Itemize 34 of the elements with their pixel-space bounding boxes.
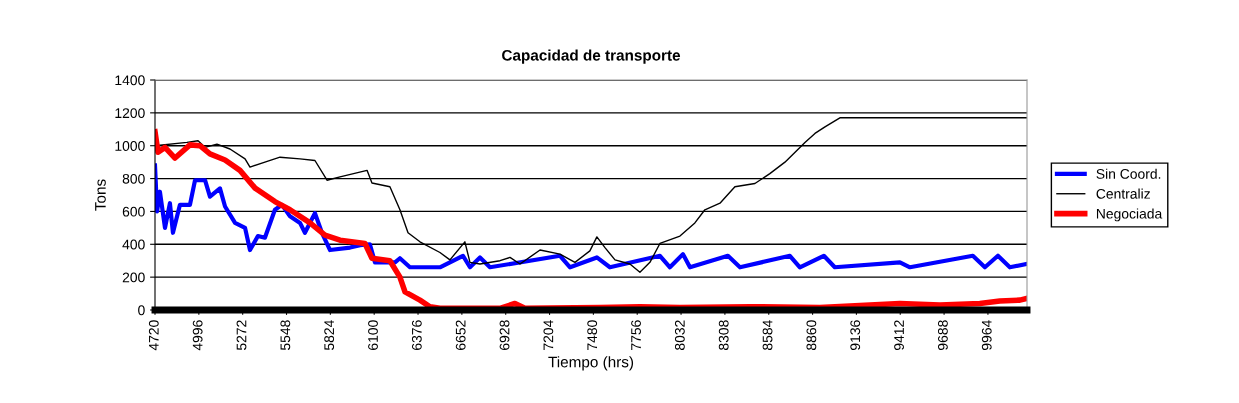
- y-tick-label: 1000: [115, 141, 145, 151]
- x-tick-label: 6100: [368, 320, 378, 350]
- y-tick-label: 600: [122, 206, 145, 217]
- x-tick-label: 8032: [674, 320, 685, 351]
- legend-label: Centraliz: [1096, 188, 1150, 199]
- x-tick-label: 8860: [806, 320, 817, 351]
- x-tick-label: 6652: [455, 320, 466, 350]
- x-tick-label: 5548: [280, 320, 291, 351]
- y-tick-label: 200: [122, 272, 145, 283]
- legend-label: Negociada: [1096, 208, 1163, 222]
- x-axis-title: Tiempo (hrs): [548, 356, 634, 371]
- x-tick-label: 6376: [411, 320, 422, 350]
- x-tick-label: 9688: [937, 320, 948, 350]
- x-tick-label: 7756: [631, 320, 641, 350]
- y-axis-title: Tons: [95, 179, 106, 211]
- x-tick-label: 6928: [499, 320, 510, 350]
- chart-title: Capacidad de transporte: [502, 49, 681, 64]
- x-tick-label: 4996: [192, 320, 203, 351]
- x-tick-label: 5272: [236, 320, 247, 351]
- x-tick-label: 8308: [718, 320, 729, 351]
- y-tick-label: 400: [122, 239, 145, 250]
- x-tick-label: 8584: [762, 320, 773, 351]
- x-tick-label: 9412: [894, 320, 904, 350]
- x-tick-label: 4720: [148, 320, 159, 351]
- y-tick-label: 1400: [115, 75, 145, 86]
- x-tick-label: 9964: [981, 320, 992, 350]
- x-tick-label: 7480: [587, 320, 598, 350]
- x-tick-label: 5824: [324, 320, 335, 351]
- y-tick-label: 800: [122, 173, 145, 184]
- x-tick-label: 9136: [850, 320, 861, 350]
- y-tick-label: 1200: [115, 108, 145, 119]
- y-tick-label: 0: [138, 305, 145, 316]
- x-tick-label: 7204: [543, 320, 554, 350]
- legend-label: Sin Coord.: [1096, 168, 1161, 179]
